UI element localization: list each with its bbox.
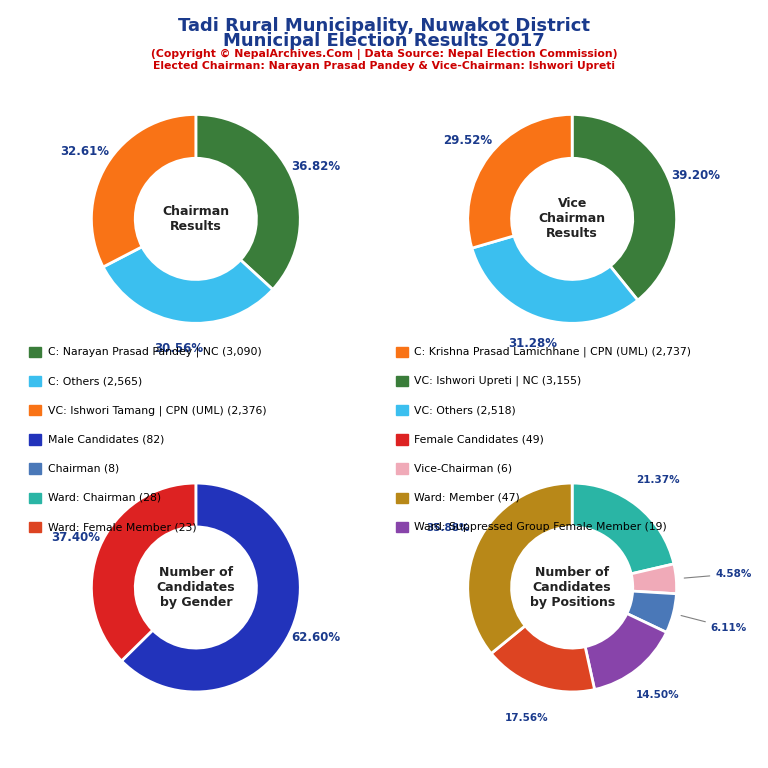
Text: 35.88%: 35.88%	[426, 523, 469, 533]
Text: 14.50%: 14.50%	[636, 690, 680, 700]
Text: 37.40%: 37.40%	[51, 531, 100, 544]
Text: C: Narayan Prasad Pandey | NC (3,090): C: Narayan Prasad Pandey | NC (3,090)	[48, 346, 261, 357]
Wedge shape	[91, 114, 196, 267]
Wedge shape	[572, 483, 674, 574]
Text: VC: Others (2,518): VC: Others (2,518)	[414, 406, 515, 415]
Text: Tadi Rural Municipality, Nuwakot District: Tadi Rural Municipality, Nuwakot Distric…	[178, 17, 590, 35]
Text: VC: Ishwori Upreti | NC (3,155): VC: Ishwori Upreti | NC (3,155)	[414, 376, 581, 386]
Text: Vice
Chairman
Results: Vice Chairman Results	[538, 197, 606, 240]
Wedge shape	[91, 483, 196, 661]
Text: VC: Ishwori Tamang | CPN (UML) (2,376): VC: Ishwori Tamang | CPN (UML) (2,376)	[48, 405, 266, 415]
Wedge shape	[121, 483, 300, 692]
Text: C: Others (2,565): C: Others (2,565)	[48, 376, 142, 386]
Wedge shape	[103, 247, 273, 323]
Text: Ward: Female Member (23): Ward: Female Member (23)	[48, 522, 197, 532]
Text: Municipal Election Results 2017: Municipal Election Results 2017	[223, 32, 545, 50]
Text: Vice-Chairman (6): Vice-Chairman (6)	[414, 464, 512, 474]
Text: 62.60%: 62.60%	[292, 631, 341, 644]
Text: 4.58%: 4.58%	[684, 569, 752, 579]
Text: Ward: Chairman (28): Ward: Chairman (28)	[48, 493, 161, 503]
Text: Elected Chairman: Narayan Prasad Pandey & Vice-Chairman: Ishwori Upreti: Elected Chairman: Narayan Prasad Pandey …	[153, 61, 615, 71]
Text: Number of
Candidates
by Positions: Number of Candidates by Positions	[529, 566, 615, 609]
Text: 30.56%: 30.56%	[154, 342, 204, 355]
Text: Chairman (8): Chairman (8)	[48, 464, 119, 474]
Wedge shape	[468, 114, 572, 248]
Text: 31.28%: 31.28%	[508, 337, 558, 350]
Wedge shape	[492, 626, 594, 692]
Wedge shape	[585, 614, 667, 690]
Text: Male Candidates (82): Male Candidates (82)	[48, 435, 164, 445]
Text: 39.20%: 39.20%	[670, 169, 720, 182]
Text: (Copyright © NepalArchives.Com | Data Source: Nepal Election Commission): (Copyright © NepalArchives.Com | Data So…	[151, 49, 617, 60]
Wedge shape	[631, 564, 677, 594]
Text: Chairman
Results: Chairman Results	[162, 205, 230, 233]
Wedge shape	[468, 483, 572, 654]
Wedge shape	[572, 114, 677, 300]
Wedge shape	[472, 236, 637, 323]
Text: Female Candidates (49): Female Candidates (49)	[414, 435, 544, 445]
Text: 21.37%: 21.37%	[636, 475, 680, 485]
Text: 6.11%: 6.11%	[681, 615, 747, 633]
Wedge shape	[627, 591, 677, 632]
Text: 17.56%: 17.56%	[505, 713, 548, 723]
Text: Ward: Member (47): Ward: Member (47)	[414, 493, 520, 503]
Text: Number of
Candidates
by Gender: Number of Candidates by Gender	[157, 566, 235, 609]
Text: 29.52%: 29.52%	[443, 134, 492, 147]
Wedge shape	[196, 114, 300, 290]
Text: 32.61%: 32.61%	[60, 144, 109, 157]
Text: 36.82%: 36.82%	[291, 160, 340, 173]
Text: C: Krishna Prasad Lamichhane | CPN (UML) (2,737): C: Krishna Prasad Lamichhane | CPN (UML)…	[414, 346, 691, 357]
Text: Ward: Suppressed Group Female Member (19): Ward: Suppressed Group Female Member (19…	[414, 522, 667, 532]
